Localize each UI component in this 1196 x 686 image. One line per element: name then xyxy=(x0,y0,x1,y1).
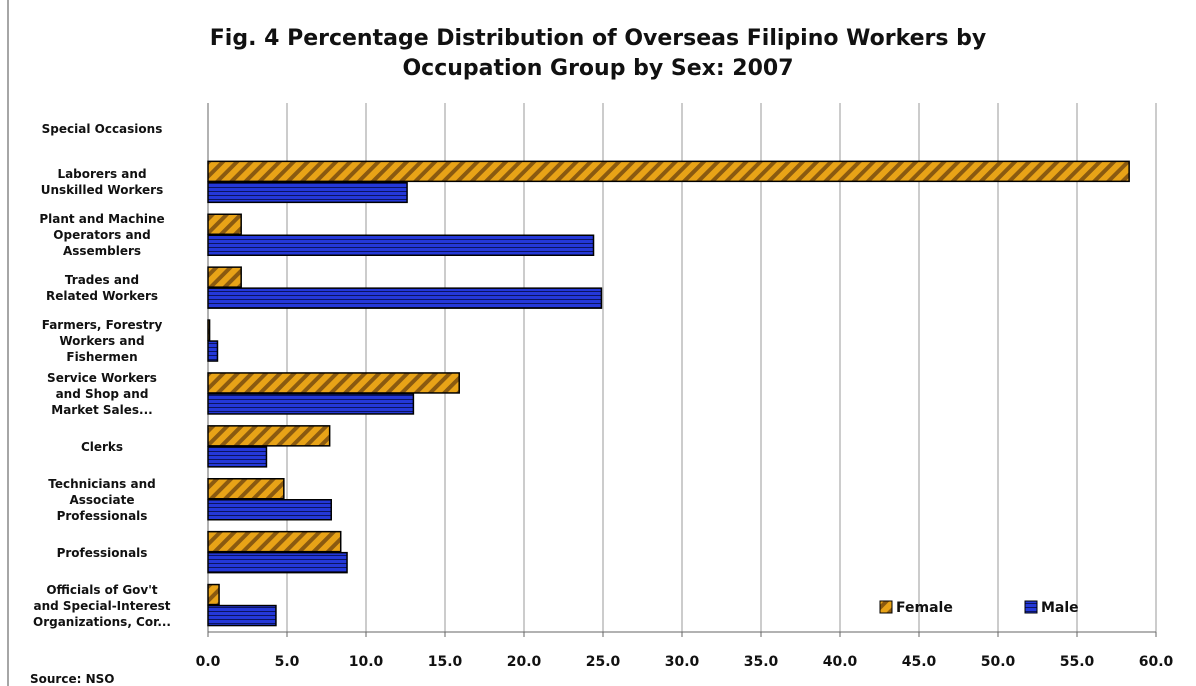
x-tick-label: 40.0 xyxy=(823,654,858,670)
legend-label: Male xyxy=(1041,600,1079,616)
legend-swatch xyxy=(879,600,893,614)
x-tick-label: 45.0 xyxy=(902,654,937,670)
legend-label: Female xyxy=(896,600,953,616)
x-tick-label: 30.0 xyxy=(665,654,700,670)
x-tick-label: 10.0 xyxy=(349,654,384,670)
bar xyxy=(207,604,277,627)
bar xyxy=(207,287,603,309)
chart-title: Fig. 4 Percentage Distribution of Overse… xyxy=(209,26,987,81)
bar xyxy=(207,478,285,500)
y-tick-label: Laborers and Unskilled Workers xyxy=(40,167,164,198)
y-tick-label: Officials of Gov't and Special-Interest … xyxy=(33,582,171,629)
bar xyxy=(207,530,342,553)
bar xyxy=(207,446,268,468)
y-tick-label: Professionals xyxy=(56,545,148,560)
y-tick-label: Technicians and Associate Professionals xyxy=(48,476,156,523)
x-tick-label: 55.0 xyxy=(1060,654,1095,670)
source-note: Source: NSO xyxy=(30,672,115,686)
x-tick-label: 60.0 xyxy=(1139,654,1174,670)
x-tick-label: 25.0 xyxy=(586,654,621,670)
x-tick-label: 20.0 xyxy=(507,654,542,670)
y-tick-label: Clerks xyxy=(80,439,124,454)
bar xyxy=(207,181,408,204)
bar xyxy=(207,319,211,341)
y-tick-label: Service Workers and Shop and Market Sale… xyxy=(47,370,157,417)
frame xyxy=(7,0,9,686)
x-tick-label: 0.0 xyxy=(196,654,221,670)
bar xyxy=(207,234,595,256)
y-tick-label: Plant and Machine Operators and Assemble… xyxy=(39,212,165,259)
bar xyxy=(207,266,242,288)
y-tick-label: Farmers, Forestry Workers and Fishermen xyxy=(41,318,163,365)
legend-swatch xyxy=(1024,600,1038,614)
x-tick-label: 50.0 xyxy=(981,654,1016,670)
y-tick-label: Trades and Related Workers xyxy=(45,273,159,304)
bar xyxy=(207,583,220,606)
x-tick-label: 5.0 xyxy=(275,654,300,670)
bar xyxy=(207,160,1130,183)
x-tick-label: 15.0 xyxy=(428,654,463,670)
x-tick-label: 35.0 xyxy=(744,654,779,670)
y-tick-label: Special Occasions xyxy=(41,122,163,137)
bar xyxy=(207,340,219,362)
bar xyxy=(207,213,242,235)
bar xyxy=(207,393,415,415)
bar xyxy=(207,551,348,574)
bar xyxy=(207,425,331,447)
bar xyxy=(207,499,332,521)
bar xyxy=(207,372,460,394)
